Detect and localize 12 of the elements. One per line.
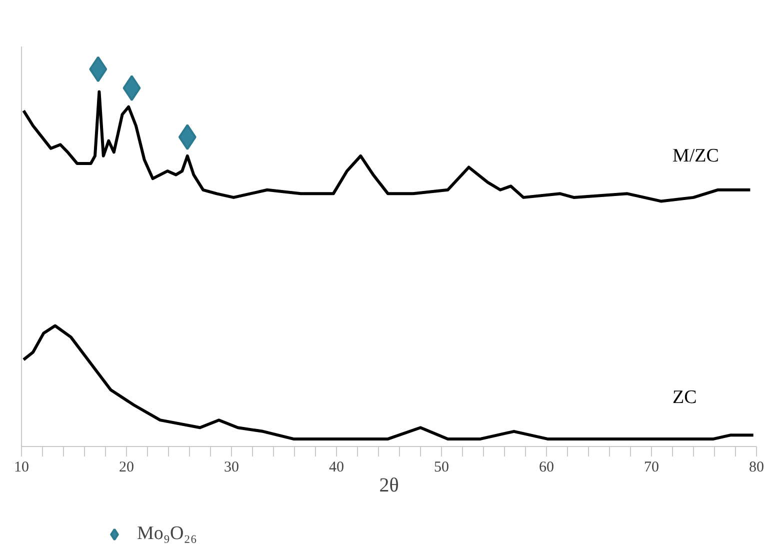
x-tick-label: 10 bbox=[14, 460, 29, 476]
x-tick-label: 60 bbox=[539, 460, 554, 476]
x-tick-label: 70 bbox=[644, 460, 659, 476]
x-tick-label: 80 bbox=[749, 460, 764, 476]
x-tick-label: 50 bbox=[434, 460, 449, 476]
x-tick-label: 40 bbox=[329, 460, 344, 476]
series-label: M/ZC bbox=[672, 145, 719, 166]
x-tick-label: 30 bbox=[224, 460, 239, 476]
x-tick-label: 20 bbox=[119, 460, 134, 476]
x-axis-title: 2θ bbox=[379, 474, 399, 496]
legend-label: Mo₉O₂₆ bbox=[137, 523, 197, 545]
series-label: ZC bbox=[672, 386, 697, 408]
